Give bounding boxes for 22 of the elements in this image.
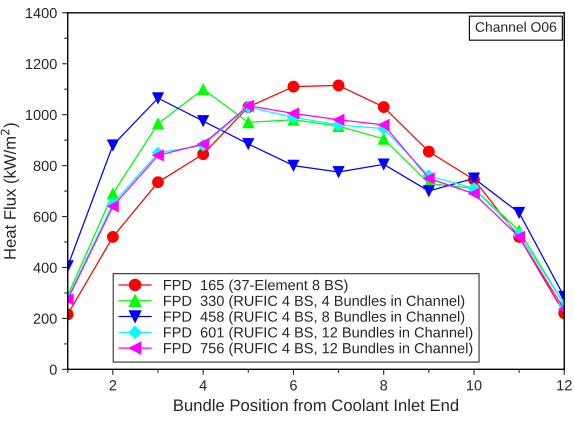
legend-label: FPD 756 (RUFIC 4 BS, 12 Bundles in Channel): [164, 342, 472, 356]
x-tick-label: 10: [466, 380, 482, 390]
legend-label: FPD 165 (37-Element 8 BS): [164, 280, 348, 294]
x-tick-label: 12: [557, 380, 572, 390]
legend-label: FPD 458 (RUFIC 4 BS, 8 Bundles in Channel): [164, 311, 464, 325]
y-tick-label: 1200: [26, 58, 57, 70]
legend-label: FPD 601 (RUFIC 4 BS, 12 Bundles in Channel): [164, 326, 472, 340]
y-tick-label: 800: [34, 160, 57, 172]
y-tick-label: 1000: [26, 110, 57, 120]
y-tick-label: 0: [50, 364, 57, 375]
x-tick-label: 6: [290, 380, 297, 390]
y-tick-label: 200: [34, 314, 57, 324]
y-tick-label: 400: [33, 262, 57, 273]
legend-label: FPD 330 (RUFIC 4 BS, 4 Bundles in Channel): [164, 295, 464, 309]
x-axis-title: Bundle Position from Coolant Inlet End: [174, 398, 458, 412]
y-tick-label: 600: [34, 212, 57, 222]
y-tick-label: 1400: [26, 8, 57, 18]
x-tick-label: 2: [110, 380, 116, 390]
x-tick-label: 4: [199, 380, 207, 390]
x-tick-label: 8: [380, 380, 388, 390]
y-axis-title: Heat Flux (kW/m$^{2}$): [0, 123, 20, 259]
annotation: Channel O06: [476, 22, 556, 32]
